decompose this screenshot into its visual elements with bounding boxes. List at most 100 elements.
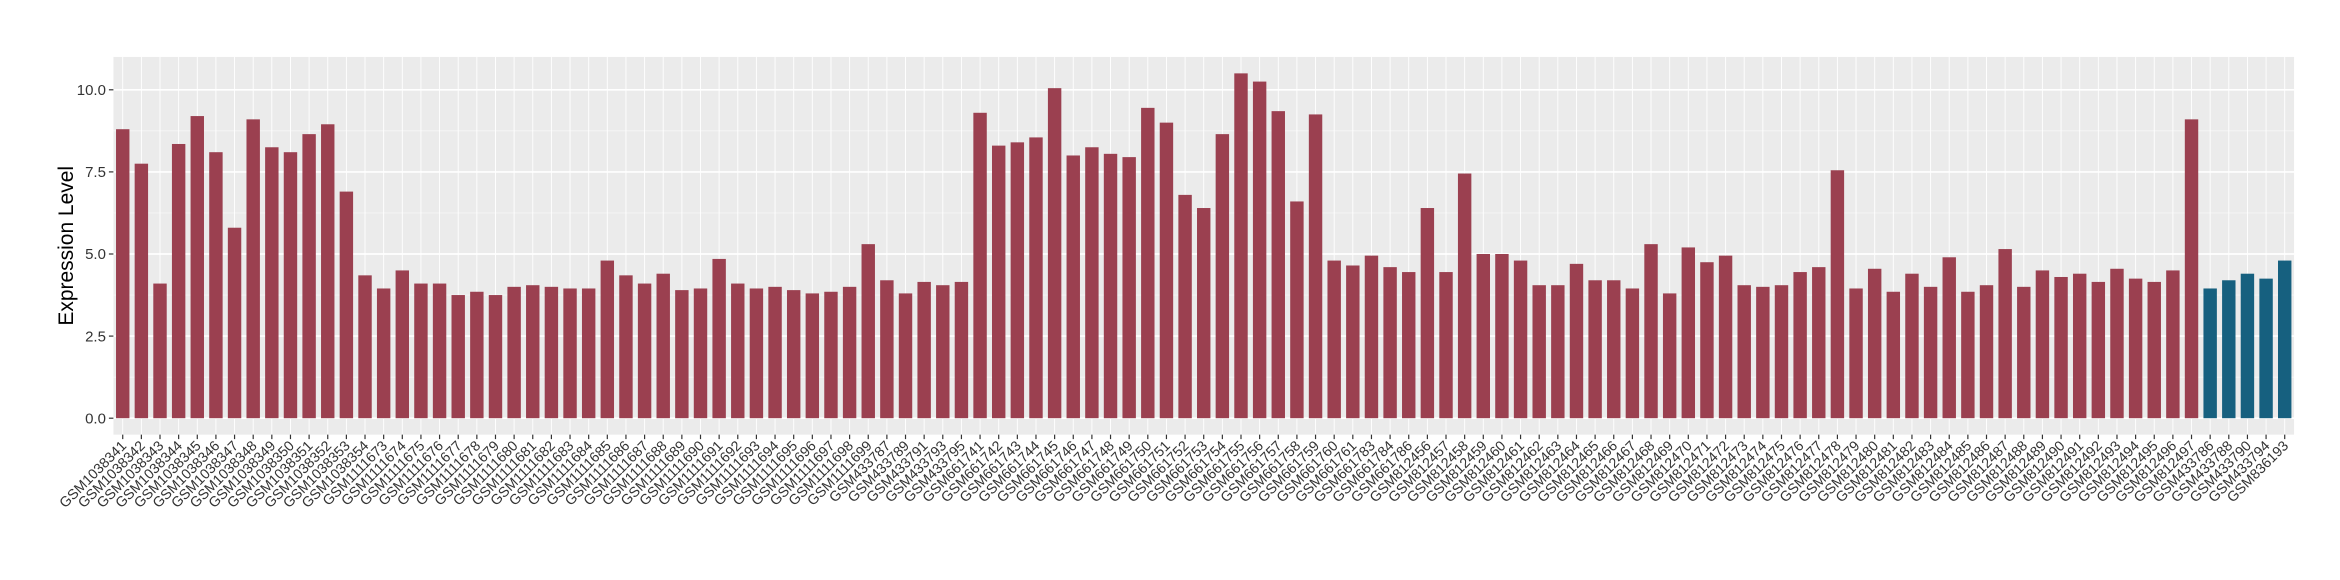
bar <box>1513 260 1528 419</box>
bar <box>2017 286 2031 419</box>
bar <box>1718 255 1733 419</box>
bar <box>1383 267 1397 419</box>
bar <box>2278 260 2292 419</box>
bar <box>1308 114 1323 419</box>
bar <box>805 293 820 419</box>
bar <box>1010 142 1025 419</box>
bar <box>2166 270 2180 419</box>
bar <box>693 288 708 419</box>
bar <box>1476 253 1490 419</box>
bar <box>1886 291 1901 419</box>
bar <box>2184 119 2199 419</box>
bar <box>991 145 1006 419</box>
bar <box>1029 137 1043 419</box>
bar <box>1998 249 2012 419</box>
bar <box>1346 265 1360 419</box>
bar <box>227 227 242 419</box>
bar <box>339 191 354 419</box>
bar <box>526 285 540 419</box>
bar <box>470 291 484 419</box>
bar <box>1644 244 1658 419</box>
bar <box>488 295 503 419</box>
bars <box>116 73 2292 419</box>
bar <box>246 119 260 419</box>
bar <box>1681 247 1696 419</box>
bar <box>1122 157 1136 419</box>
bar <box>209 152 223 419</box>
bar <box>675 290 689 419</box>
bar <box>1979 285 1994 419</box>
bar <box>507 286 521 419</box>
bar <box>1942 257 1956 419</box>
bar <box>1103 153 1118 419</box>
bar <box>1047 88 1062 419</box>
labels: 0.02.55.07.510.0GSM1038341GSM1038342GSM1… <box>57 82 2292 511</box>
bar <box>376 288 391 419</box>
bar <box>619 275 633 419</box>
bar <box>1066 155 1080 419</box>
bar <box>1234 73 1248 419</box>
y-tick-label: 10.0 <box>77 82 106 99</box>
bar <box>600 260 615 419</box>
bar <box>1364 255 1379 419</box>
bar <box>2222 280 2236 419</box>
bar <box>1439 272 1453 419</box>
y-tick-label: 2.5 <box>85 328 106 345</box>
bar <box>1252 81 1267 419</box>
bar <box>581 288 596 419</box>
bar <box>1420 208 1435 419</box>
bar <box>395 270 410 419</box>
bar <box>1607 280 1621 419</box>
y-tick-label: 7.5 <box>85 164 106 181</box>
bar <box>2091 281 2106 419</box>
bar <box>2203 288 2217 419</box>
bar <box>1532 285 1546 419</box>
bar <box>2110 268 2124 419</box>
bar <box>1290 201 1304 419</box>
bar <box>1700 262 1714 419</box>
bar <box>1085 147 1099 419</box>
bar <box>2240 273 2255 419</box>
bar <box>2035 270 2050 419</box>
bar <box>265 147 279 419</box>
bar <box>1905 273 1919 419</box>
bar <box>544 286 559 419</box>
bar <box>749 288 764 419</box>
bar <box>116 129 130 419</box>
bar <box>1756 286 1770 419</box>
bar <box>1215 134 1230 419</box>
bar <box>768 286 782 419</box>
bar <box>1178 194 1192 419</box>
bar <box>1495 253 1509 419</box>
bar <box>1849 288 1863 419</box>
bar <box>1457 173 1472 419</box>
bar <box>1737 285 1751 419</box>
bar <box>1774 285 1789 419</box>
bar <box>637 283 652 419</box>
bar <box>1961 291 1975 419</box>
bar <box>1141 107 1155 419</box>
bar <box>563 288 577 419</box>
bar <box>973 112 987 419</box>
bar <box>936 285 950 419</box>
bar <box>712 258 726 419</box>
bar <box>2147 281 2161 419</box>
bar <box>134 163 149 419</box>
bar <box>2054 276 2068 419</box>
bar <box>171 143 186 419</box>
bar <box>451 295 465 419</box>
bar <box>1551 285 1565 419</box>
bar <box>1662 293 1677 419</box>
bar <box>898 293 913 419</box>
bar <box>414 283 428 419</box>
bar <box>2072 273 2087 419</box>
bar <box>1327 260 1341 419</box>
bar <box>2128 278 2143 419</box>
bar <box>842 286 857 419</box>
bar <box>283 152 298 419</box>
y-tick-label: 0.0 <box>85 410 106 427</box>
bar <box>302 134 316 419</box>
bar <box>1867 268 1882 419</box>
y-tick-label: 5.0 <box>85 246 106 263</box>
